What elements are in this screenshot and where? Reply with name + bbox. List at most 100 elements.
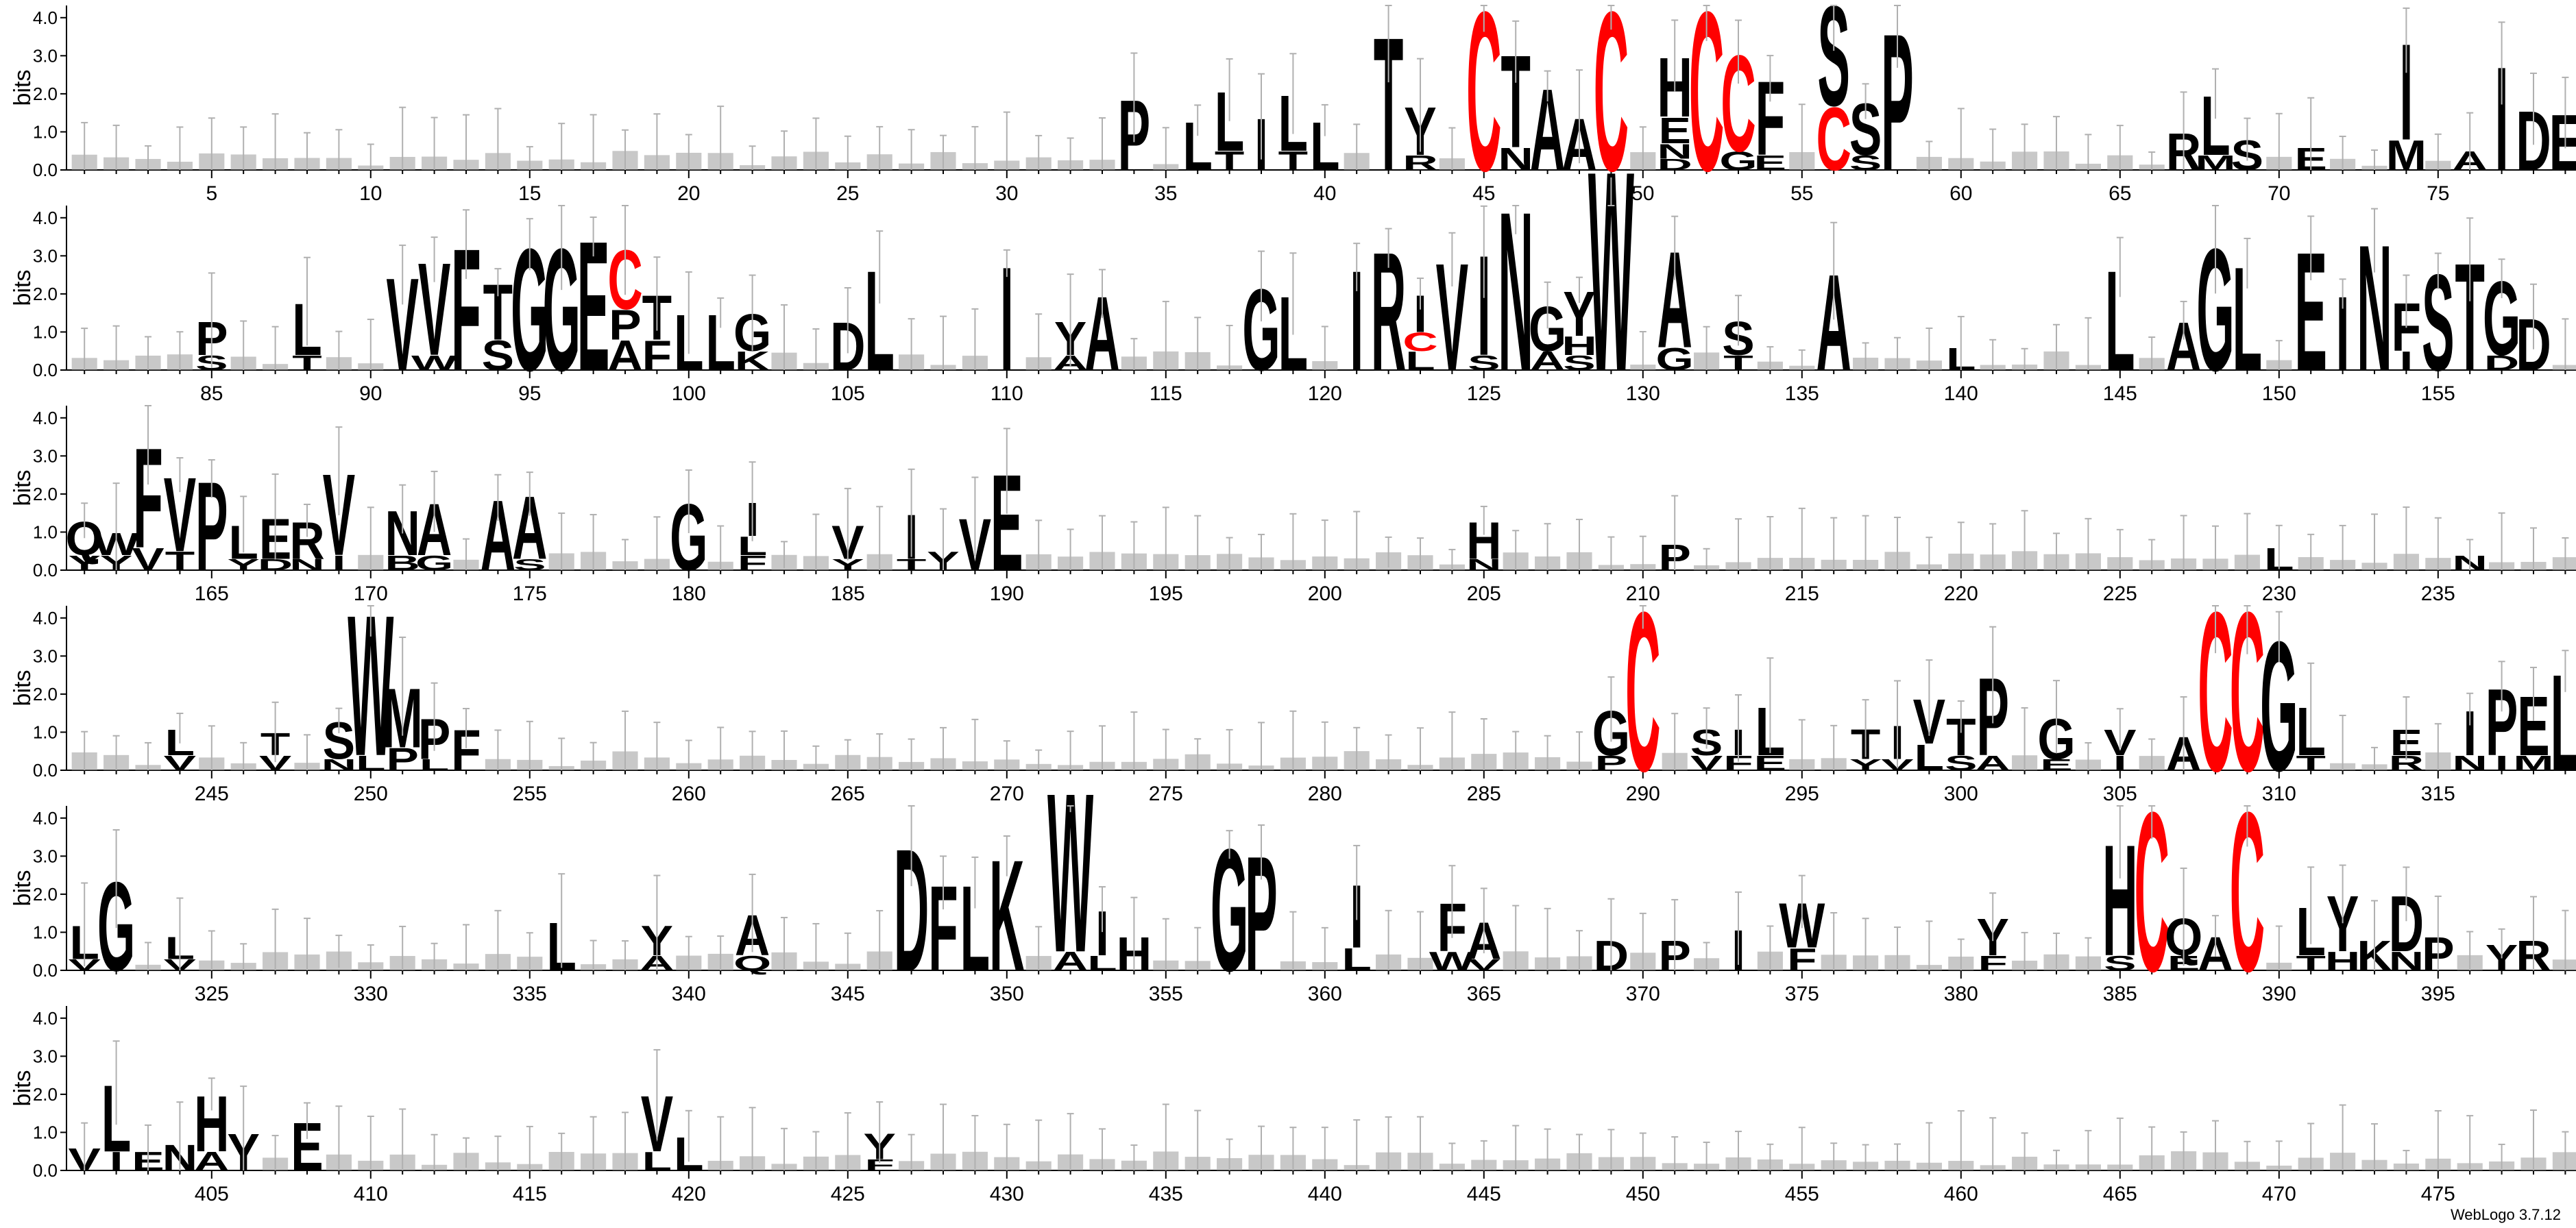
- x-tick-label: 35: [1154, 182, 1177, 205]
- residue-C: C: [1625, 565, 1660, 819]
- x-tick-label: 465: [2103, 1183, 2137, 1205]
- residue-D: D: [1657, 156, 1692, 173]
- residue-R: R: [1402, 151, 1437, 175]
- residue-F: F: [642, 332, 672, 380]
- residue-L: L: [1405, 347, 1435, 376]
- residue-Y: Y: [227, 556, 259, 574]
- x-tick-label: 285: [1467, 783, 1501, 805]
- x-tick-label: 175: [513, 582, 547, 605]
- y-tick-label: 1.0: [33, 1122, 58, 1142]
- x-tick-label: 100: [672, 382, 706, 405]
- residue-H: H: [2325, 947, 2360, 977]
- y-tick-label: 0.0: [33, 160, 58, 180]
- x-tick-label: 340: [672, 983, 706, 1005]
- x-tick-label: 405: [195, 1183, 229, 1205]
- x-tick-label: 145: [2103, 382, 2137, 405]
- x-tick-label: 135: [1785, 382, 1819, 405]
- residue-I: I: [1477, 225, 1491, 385]
- y-tick-label: 4.0: [33, 608, 58, 628]
- low-info-stack: [2552, 365, 2576, 370]
- x-tick-label: 140: [1944, 382, 1978, 405]
- residue-M: M: [2513, 751, 2553, 775]
- residue-W: W: [1588, 112, 1635, 432]
- x-tick-label: 170: [354, 582, 388, 605]
- residue-T: T: [292, 351, 321, 375]
- y-axis-label: bits: [10, 670, 36, 707]
- residue-A: A: [194, 1147, 229, 1177]
- x-tick-label: 120: [1308, 382, 1342, 405]
- residue-E: E: [1658, 110, 1690, 151]
- residue-L: L: [1087, 951, 1117, 975]
- residue-Y: Y: [1849, 756, 1882, 774]
- residue-S: S: [2104, 951, 2136, 975]
- residue-P: P: [609, 302, 641, 349]
- x-tick-label: 50: [1631, 182, 1654, 205]
- x-tick-label: 350: [990, 983, 1024, 1005]
- residue-V: V: [164, 751, 197, 775]
- x-tick-label: 20: [677, 182, 700, 205]
- x-tick-label: 230: [2262, 582, 2296, 605]
- residue-A: A: [1530, 347, 1565, 376]
- y-tick-label: 3.0: [33, 45, 58, 66]
- x-tick-label: 415: [513, 1183, 547, 1205]
- y-tick-label: 2.0: [33, 484, 58, 504]
- x-tick-label: 305: [2103, 783, 2137, 805]
- y-tick-label: 2.0: [33, 84, 58, 104]
- x-tick-label: 30: [995, 182, 1018, 205]
- residue-I: I: [1095, 898, 1109, 969]
- x-tick-label: 85: [200, 382, 223, 405]
- x-tick-label: 265: [831, 783, 865, 805]
- residue-Y: Y: [68, 551, 100, 575]
- residue-M: M: [2386, 132, 2427, 180]
- x-tick-label: 435: [1149, 1183, 1183, 1205]
- x-tick-label: 200: [1308, 582, 1342, 605]
- y-tick-label: 0.0: [33, 960, 58, 981]
- residue-A: A: [1976, 751, 2010, 775]
- y-tick-label: 2.0: [33, 684, 58, 704]
- residue-T: T: [1278, 147, 1309, 176]
- residue-B: B: [385, 551, 420, 575]
- y-tick-label: 3.0: [33, 445, 58, 466]
- residue-I: I: [2400, 15, 2414, 169]
- residue-L: L: [1341, 942, 1371, 977]
- x-tick-label: 325: [195, 983, 229, 1005]
- x-tick-label: 330: [354, 983, 388, 1005]
- residue-N: N: [289, 556, 324, 574]
- residue-C: C: [1816, 89, 1851, 190]
- residue-F: F: [1978, 951, 2007, 975]
- x-tick-label: 440: [1308, 1183, 1342, 1205]
- y-tick-label: 1.0: [33, 321, 58, 342]
- y-axis-label: bits: [10, 1070, 36, 1107]
- x-tick-label: 365: [1467, 983, 1501, 1005]
- x-tick-label: 450: [1626, 1183, 1660, 1205]
- residue-S: S: [1945, 751, 1977, 775]
- x-tick-label: 270: [990, 783, 1024, 805]
- residue-S: S: [513, 556, 546, 574]
- residue-N: N: [1466, 556, 1501, 574]
- x-tick-label: 345: [831, 983, 865, 1005]
- x-tick-label: 390: [2262, 983, 2296, 1005]
- residue-I: I: [110, 1147, 123, 1177]
- y-tick-label: 4.0: [33, 1008, 58, 1029]
- x-tick-label: 110: [991, 382, 1023, 405]
- residue-G: G: [415, 551, 453, 575]
- y-axis-label: bits: [10, 70, 36, 106]
- residue-I: I: [1350, 241, 1363, 400]
- x-tick-label: 260: [672, 783, 706, 805]
- x-tick-label: 300: [1944, 783, 1978, 805]
- y-tick-label: 1.0: [33, 722, 58, 742]
- x-tick-label: 370: [1626, 983, 1660, 1005]
- x-tick-label: 355: [1149, 983, 1183, 1005]
- x-tick-label: 25: [836, 182, 859, 205]
- residue-L: L: [642, 1147, 672, 1177]
- residue-T: T: [897, 556, 926, 574]
- residue-E: E: [2040, 756, 2072, 774]
- x-tick-label: 40: [1313, 182, 1336, 205]
- low-info-stack: [2552, 1152, 2576, 1170]
- residue-I: I: [1000, 236, 1014, 402]
- y-tick-label: 1.0: [33, 121, 58, 142]
- x-tick-label: 475: [2421, 1183, 2455, 1205]
- residue-L: L: [1915, 737, 1944, 778]
- y-tick-label: 4.0: [33, 808, 58, 828]
